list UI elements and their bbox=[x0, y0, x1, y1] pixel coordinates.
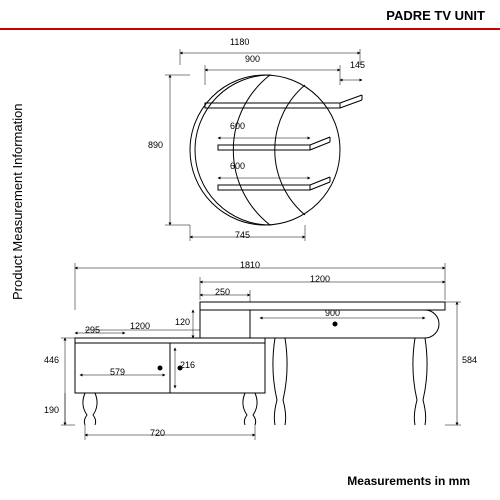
dim-label: 745 bbox=[235, 230, 250, 240]
accent-divider bbox=[0, 28, 500, 30]
dim-label: 216 bbox=[180, 360, 195, 370]
dim-label: 145 bbox=[350, 60, 365, 70]
dim-label: 446 bbox=[44, 355, 59, 365]
dim-label: 600 bbox=[230, 121, 245, 131]
dim-label: 190 bbox=[44, 405, 59, 415]
dim-label: 600 bbox=[230, 161, 245, 171]
dim-label: 1200 bbox=[310, 274, 330, 284]
dim-label: 890 bbox=[148, 140, 163, 150]
dim-label: 1180 bbox=[230, 37, 249, 47]
dim-label: 900 bbox=[245, 54, 260, 64]
technical-drawing: 1180 900 145 600 600 890 745 1810 1200 2… bbox=[30, 35, 490, 455]
dim-label: 295 bbox=[85, 325, 100, 335]
dim-label: 1200 bbox=[130, 321, 150, 331]
sidebar-label: Product Measurement Information bbox=[10, 103, 25, 300]
dim-label: 579 bbox=[110, 367, 125, 377]
page-title: PADRE TV UNIT bbox=[386, 8, 485, 23]
dim-label: 900 bbox=[325, 308, 340, 318]
dim-label: 250 bbox=[215, 287, 230, 297]
dim-label: 1810 bbox=[240, 260, 260, 270]
dim-label: 584 bbox=[462, 355, 477, 365]
dim-label: 120 bbox=[175, 317, 190, 327]
footer-note: Measurements in mm bbox=[347, 474, 470, 488]
dim-label: 720 bbox=[150, 428, 165, 438]
